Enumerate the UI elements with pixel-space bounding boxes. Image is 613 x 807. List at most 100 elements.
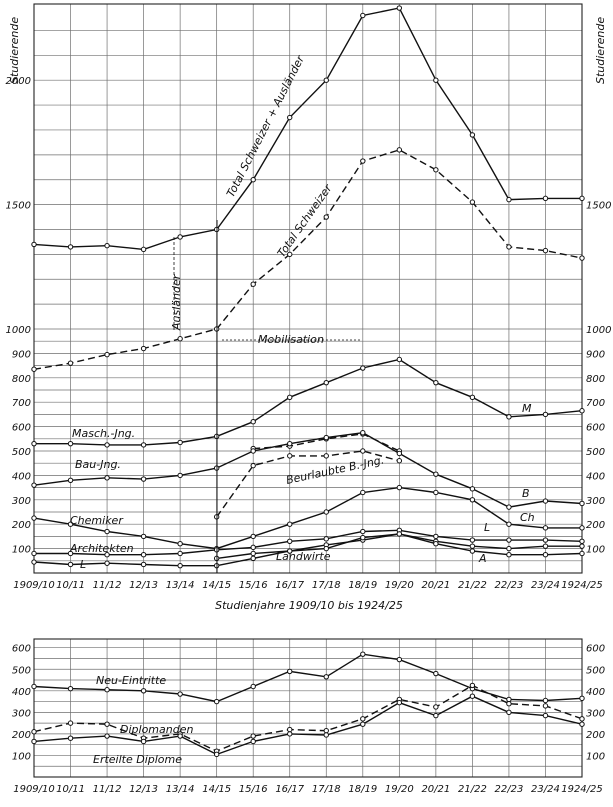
y-tick-label-right: 200 — [586, 520, 605, 531]
data-point — [542, 525, 549, 531]
data-point — [542, 537, 549, 543]
beurlaubte-label: Beurlaubte B.-Jng. — [285, 453, 385, 486]
data-point — [104, 560, 110, 566]
data-point — [360, 448, 366, 454]
x-tick-label: 10/11 — [56, 784, 85, 795]
series-line — [33, 684, 583, 752]
x-tick-label: 22/23 — [495, 784, 524, 795]
y-tick-label-right: 500 — [586, 447, 605, 458]
data-point — [542, 697, 549, 704]
data-point — [433, 541, 439, 547]
series-line — [33, 653, 583, 703]
data-point — [177, 562, 183, 569]
upper-chart-axes: 100 200 300 400 500 600 700 800 900 1000 1500 2000 1… — [6, 76, 612, 591]
data-point — [323, 727, 329, 734]
data-point — [31, 729, 37, 735]
data-point — [250, 544, 256, 551]
data-point — [104, 733, 110, 739]
y-tick-label-left: 500 — [12, 447, 31, 458]
data-point — [67, 244, 74, 250]
data-point — [31, 366, 37, 372]
x-tick-label: 1909/10 — [13, 784, 55, 795]
series-line — [33, 7, 582, 251]
data-point — [579, 255, 585, 261]
data-point — [67, 440, 74, 447]
series-line — [33, 149, 583, 370]
data-point — [287, 251, 293, 258]
data-point — [396, 356, 403, 363]
data-point — [433, 489, 439, 496]
data-point — [360, 430, 366, 436]
data-point — [323, 536, 329, 542]
data-point — [140, 738, 147, 745]
data-point — [433, 77, 439, 83]
y-tick-label-right: 900 — [586, 349, 605, 360]
total-all-label: Total Schweizer + Ausländer — [224, 52, 308, 199]
data-point — [140, 345, 147, 352]
x-tick-label: 12/13 — [129, 580, 158, 591]
data-point — [396, 484, 403, 491]
y-tick-label-left: 300 — [12, 708, 31, 719]
data-point — [177, 336, 183, 342]
a-right-label: A — [478, 552, 487, 565]
y-tick-label-left: 300 — [12, 496, 31, 507]
y-tick-label-right: 300 — [586, 496, 605, 507]
data-point — [469, 548, 476, 554]
data-point — [31, 738, 37, 745]
y-tick-label-left: 600 — [12, 423, 31, 434]
upper-chart-frame — [33, 3, 583, 574]
data-point — [250, 738, 256, 745]
data-point — [469, 132, 476, 138]
data-point — [360, 651, 366, 657]
data-point — [542, 411, 549, 418]
data-point — [323, 674, 329, 680]
data-point — [542, 543, 549, 549]
data-point — [579, 408, 585, 414]
data-point — [469, 543, 476, 549]
data-point — [579, 525, 585, 531]
data-point — [579, 500, 585, 507]
lower-chart-series — [31, 651, 585, 758]
data-point — [31, 683, 37, 690]
x-tick-label: 19/20 — [385, 784, 414, 795]
data-point — [506, 552, 512, 558]
data-point — [67, 521, 74, 527]
data-point — [177, 733, 183, 739]
y-tick-label-left: 800 — [12, 374, 31, 385]
data-point — [360, 12, 366, 19]
y-tick-label-right: 200 — [586, 730, 605, 741]
data-point — [433, 704, 439, 710]
y-tick-label-right: 700 — [586, 398, 605, 409]
data-point — [360, 489, 366, 496]
data-point — [360, 528, 366, 535]
y-tick-label-left: 400 — [12, 471, 31, 482]
y-tick-label-right: 400 — [586, 687, 605, 698]
y-tick-label-left: 200 — [12, 520, 31, 531]
y-tick-label-left: 400 — [12, 687, 31, 698]
x-tick-label: 14/15 — [202, 580, 231, 591]
data-point — [323, 453, 329, 459]
y-tick-label-right: 600 — [586, 644, 605, 655]
data-point — [140, 688, 147, 694]
data-point — [287, 726, 293, 733]
x-tick-label: 12/13 — [129, 784, 158, 795]
y-tick-label-right: 300 — [586, 708, 605, 719]
data-point — [360, 534, 366, 541]
data-point — [140, 561, 147, 568]
data-point — [396, 699, 403, 706]
l-right-label: L — [484, 521, 490, 534]
data-point — [396, 5, 403, 11]
data-point — [31, 440, 37, 447]
x-tick-label: 10/11 — [56, 580, 85, 591]
data-point — [67, 477, 74, 483]
y-tick-label-left: 500 — [12, 665, 31, 676]
data-point — [469, 682, 476, 689]
series-line — [33, 533, 582, 567]
x-tick-label: 15/16 — [239, 580, 268, 591]
data-point — [67, 685, 74, 692]
y-tick-label-right: 500 — [586, 665, 605, 676]
auslaender-label: Ausländer — [170, 273, 183, 331]
data-point — [506, 696, 512, 703]
upper-chart-grid — [33, 4, 583, 573]
data-point — [396, 147, 403, 153]
